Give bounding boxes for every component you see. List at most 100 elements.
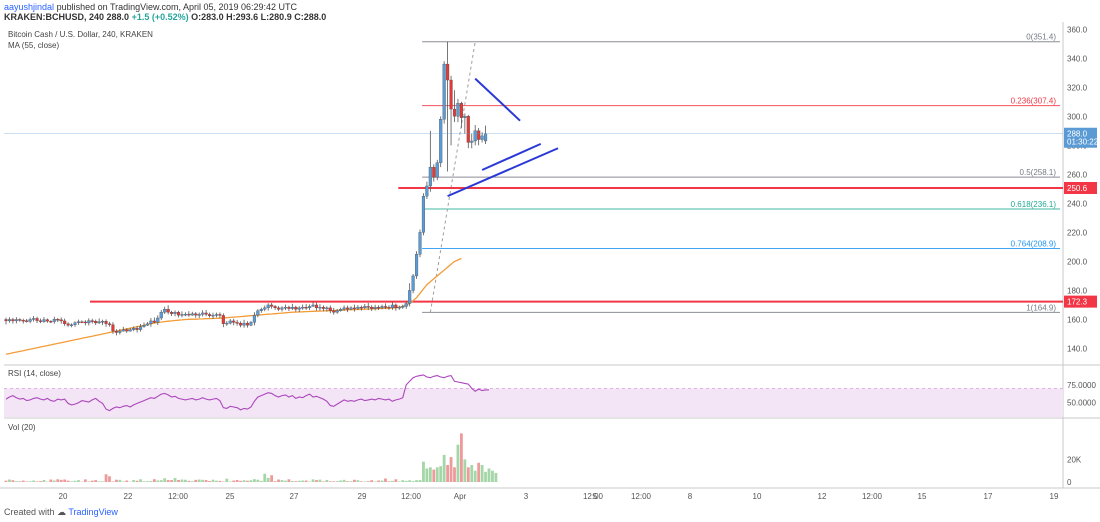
volume-bar (42, 479, 46, 482)
candle-body (470, 140, 474, 143)
volume-bar (253, 479, 256, 482)
volume-bar (494, 472, 498, 482)
candle-body (228, 320, 232, 324)
volume-bar (149, 480, 153, 482)
fib-trend-guide (429, 41, 476, 313)
volume-bar (435, 467, 439, 482)
candle-body (38, 320, 43, 322)
candle-body (149, 320, 153, 324)
time-tick-label: 5 (593, 492, 598, 501)
price-tick-label: 200.0 (1067, 257, 1088, 266)
price-tick-label: 320.0 (1067, 83, 1088, 92)
rsi-tick-label: 50.0000 (1067, 399, 1096, 408)
volume-bar (380, 480, 384, 482)
volume-bar (349, 481, 353, 482)
price-tick-label: 160.0 (1067, 315, 1088, 324)
volume-bar (163, 478, 167, 482)
volume-bar (394, 479, 398, 482)
ohlc-values: O:283.0 H:293.6 L:280.9 C:288.0 (191, 12, 327, 22)
candle-body (483, 133, 488, 142)
volume-bar (484, 471, 487, 482)
volume-tick-label: 0 (1067, 478, 1072, 487)
candle-body (380, 306, 384, 309)
volume-bar (18, 481, 22, 482)
candle-body (63, 320, 67, 324)
volume-label: Vol (20) (8, 423, 36, 432)
candle-body (73, 322, 77, 325)
candle-body (477, 130, 481, 140)
volume-bar (411, 481, 415, 482)
price-tick-label: 180.0 (1067, 286, 1088, 295)
volume-bar (118, 479, 122, 482)
volume-bar (52, 480, 56, 482)
volume-bar (373, 481, 377, 482)
fib-level-label: 0(351.4) (1026, 33, 1056, 42)
volume-bar (235, 479, 239, 482)
volume-bar (35, 481, 39, 482)
countdown-label: 01:30:22 (1067, 138, 1099, 147)
candle-body (418, 232, 422, 255)
candle-body (211, 314, 215, 317)
rsi-band (4, 388, 1063, 417)
price-chart[interactable]: 360.0340.0320.0300.0280.0260.0240.0220.0… (0, 22, 1100, 507)
candle-body (276, 307, 281, 310)
candle-body (356, 306, 360, 309)
time-tick-label: 20 (59, 492, 68, 501)
tradingview-brand[interactable]: TradingView (68, 507, 118, 517)
symbol-line: KRAKEN:BCHUSD, 240 288.0 +1.5 (+0.52%) O… (4, 12, 326, 22)
candle-body (14, 319, 18, 322)
candle-body (107, 323, 112, 325)
candle-body (207, 314, 212, 316)
candle-body (80, 321, 84, 323)
volume-bar (139, 479, 142, 482)
volume-bar (142, 481, 146, 482)
author-link[interactable]: aayushjindal (4, 2, 55, 12)
candle-body (170, 312, 174, 314)
volume-bar (339, 480, 343, 482)
candle-body (156, 317, 160, 323)
candle-body (242, 322, 246, 326)
time-tick-label: 12:00 (862, 492, 883, 501)
candle-body (308, 306, 312, 309)
volume-bar (456, 444, 460, 482)
volume-bar (473, 470, 477, 482)
candle-body (214, 314, 219, 316)
volume-tick-label: 20K (1067, 455, 1082, 464)
candle-body (114, 330, 118, 333)
volume-bar (166, 480, 170, 482)
volume-bar (135, 480, 139, 482)
candle-body (245, 322, 250, 326)
candle-body (42, 319, 46, 322)
last-price-label: 288.0 (1067, 130, 1088, 139)
candle-body (204, 312, 208, 315)
candle-body (342, 307, 346, 310)
level-tag-label: 250.6 (1067, 184, 1088, 193)
price-tick-label: 340.0 (1067, 54, 1088, 63)
candle-body (297, 307, 301, 310)
volume-bar (366, 481, 370, 482)
candle-body (301, 306, 305, 309)
volume-bar (249, 480, 253, 482)
candle-body (145, 323, 150, 326)
volume-bar (480, 465, 484, 482)
candle-body (408, 290, 412, 304)
time-tick-label: 29 (358, 492, 367, 501)
volume-bar (256, 479, 260, 482)
chart-header: aayushjindal published on TradingView.co… (0, 0, 1100, 22)
candle-body (383, 306, 388, 308)
candle-body (401, 306, 405, 308)
candle-body (180, 314, 184, 316)
volume-bar (246, 480, 249, 482)
volume-bar (422, 461, 425, 482)
volume-bar (170, 480, 173, 482)
candle-body (404, 303, 408, 307)
price-change: +1.5 (+0.52%) (131, 12, 189, 22)
volume-bar (87, 481, 91, 482)
candle-body (283, 306, 287, 309)
candle-body (28, 319, 32, 322)
fib-level-label: 0.5(258.1) (1020, 168, 1057, 177)
candle-body (270, 304, 274, 307)
volume-bar (49, 479, 53, 482)
fib-level-label: 1(164.9) (1026, 303, 1056, 312)
volume-bar (14, 481, 18, 482)
